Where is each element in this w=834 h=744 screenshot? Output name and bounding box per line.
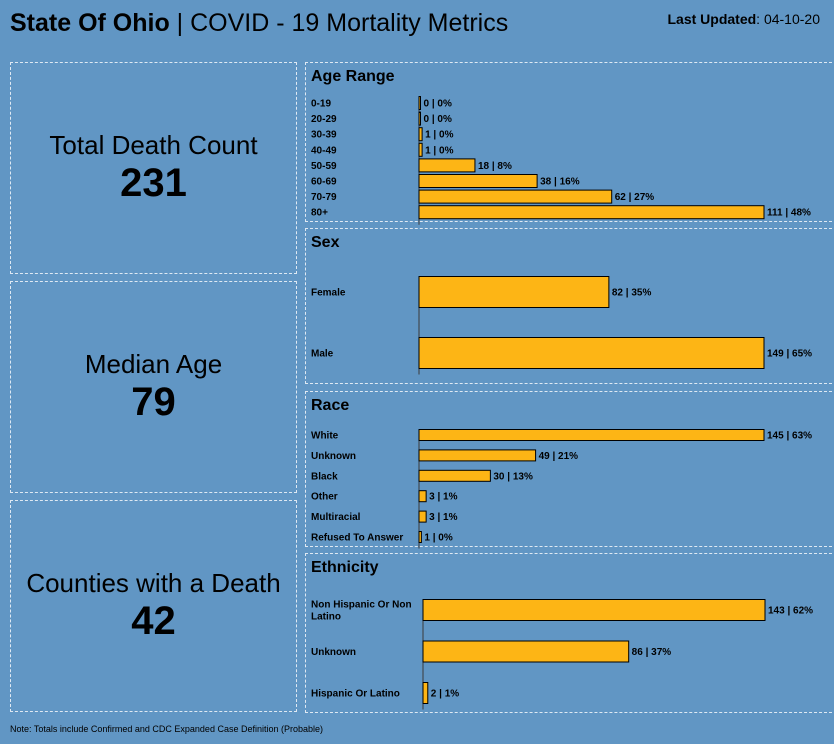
kpi-label: Median Age (84, 349, 223, 379)
last-updated: Last Updated: 04-10-20 (667, 11, 820, 27)
race-chart: White 145 | 63% Unknown 49 | 21% Black 30 | 1… (311, 429, 812, 549)
age-value-label: 62 | 27% (615, 192, 655, 203)
race-value-label: 3 | 1% (429, 492, 457, 503)
race-value-label: 1 | 0% (424, 533, 452, 544)
age-value-label: 18 | 8% (478, 161, 512, 172)
age-category-label: 30-39 (311, 130, 337, 141)
sex-panel: Sex Female 82 | 35% Male 149 | 65% (305, 228, 832, 384)
panel-title: Age Range (311, 68, 395, 85)
kpi-value: 231 (120, 161, 187, 205)
kpi-label: Total Death Count (49, 130, 258, 160)
panel-title: Ethnicity (311, 559, 379, 576)
age-category-label: 50-59 (311, 161, 337, 172)
ethnicity-bar (422, 599, 766, 621)
panel-title: Race (311, 397, 350, 414)
race-value-label: 49 | 21% (539, 451, 579, 462)
kpi-counties: Counties with a Death 42 (10, 500, 297, 712)
race-value-label: 30 | 13% (493, 471, 533, 482)
kpi-value: 42 (131, 599, 176, 643)
age-value-label: 0 | 0% (424, 99, 452, 110)
race-bar (418, 469, 491, 482)
ethnicity-bar (422, 682, 429, 704)
age-category-label: 80+ (311, 208, 328, 219)
kpi-total-deaths: Total Death Count 231 (10, 62, 297, 274)
footnote: Note: Totals include Confirmed and CDC E… (10, 724, 324, 734)
ethnicity-bar (422, 640, 630, 663)
age-category-label: 20-29 (311, 114, 337, 125)
age-bar (418, 205, 765, 220)
race-panel: Race White 145 | 63% Unknown 49 | 21% Black 3… (305, 391, 832, 549)
sex-category-label: Female (311, 288, 346, 299)
ethnicity-category-label: Non Hispanic Or Non Latino (311, 600, 412, 623)
ethnicity-value-label: 2 | 1% (431, 689, 459, 700)
sex-bar (418, 276, 610, 308)
race-bar (418, 531, 422, 543)
ethnicity-chart: Non Hispanic Or Non Latino 143 | 62% Unknow… (311, 599, 813, 710)
ethnicity-category-label: Unknown (311, 647, 356, 658)
age-range-chart: 0-19 0 | 0% 20-29 0 | 0% 30-39 1 | 0% 40-49 1 |… (311, 96, 811, 225)
age-category-label: 60-69 (311, 177, 337, 188)
age-bar (418, 96, 421, 110)
race-bar (418, 429, 765, 441)
age-value-label: 111 | 48% (767, 208, 811, 219)
age-bar (418, 158, 476, 173)
kpi-median-age: Median Age 79 (10, 281, 297, 493)
age-bar (418, 127, 423, 142)
race-bar (418, 449, 537, 462)
race-bar (418, 490, 427, 503)
panel-title: Sex (311, 234, 340, 251)
race-category-label: Multiracial (311, 512, 361, 523)
age-value-label: 38 | 16% (540, 177, 580, 188)
last-updated-value: : 04-10-20 (756, 11, 820, 27)
title-metric: | COVID - 19 Mortality Metrics (169, 9, 509, 37)
age-range-panel: Age Range 0-19 0 | 0% 20-29 0 | 0% 30-39 1 | … (305, 62, 832, 225)
race-category-label: Other (311, 492, 338, 503)
age-bar (418, 111, 421, 126)
race-value-label: 145 | 63% (767, 431, 812, 442)
age-bar (418, 189, 613, 204)
title-state: State Of Ohio (10, 9, 170, 37)
age-value-label: 1 | 0% (425, 130, 453, 141)
race-bar (418, 510, 427, 523)
race-category-label: Refused To Answer (311, 533, 403, 544)
kpi-label: Counties with a Death (26, 568, 281, 598)
age-bar (418, 142, 423, 157)
sex-bar (418, 337, 765, 369)
age-value-label: 1 | 0% (425, 145, 453, 156)
age-category-label: 40-49 (311, 145, 337, 156)
sex-value-label: 82 | 35% (612, 288, 652, 299)
page-title: State Of Ohio | COVID - 19 Mortality Met… (10, 9, 508, 38)
race-category-label: White (311, 431, 339, 442)
last-updated-label: Last Updated (667, 11, 757, 27)
age-bar (418, 174, 538, 188)
ethnicity-panel: Ethnicity Non Hispanic Or Non Latino 143 |… (305, 553, 832, 713)
sex-value-label: 149 | 65% (767, 349, 812, 360)
race-value-label: 3 | 1% (429, 512, 457, 523)
age-value-label: 0 | 0% (424, 114, 452, 125)
race-category-label: Black (311, 471, 338, 482)
age-category-label: 0-19 (311, 99, 331, 110)
race-category-label: Unknown (311, 451, 356, 462)
sex-chart: Female 82 | 35% Male 149 | 65% (311, 276, 812, 375)
header: State Of Ohio | COVID - 19 Mortality Met… (0, 0, 834, 50)
kpi-value: 79 (131, 380, 176, 424)
ethnicity-category-label: Hispanic Or Latino (311, 689, 400, 700)
ethnicity-value-label: 86 | 37% (632, 647, 672, 658)
sex-category-label: Male (311, 349, 334, 360)
age-category-label: 70-79 (311, 192, 337, 203)
ethnicity-value-label: 143 | 62% (768, 606, 813, 617)
